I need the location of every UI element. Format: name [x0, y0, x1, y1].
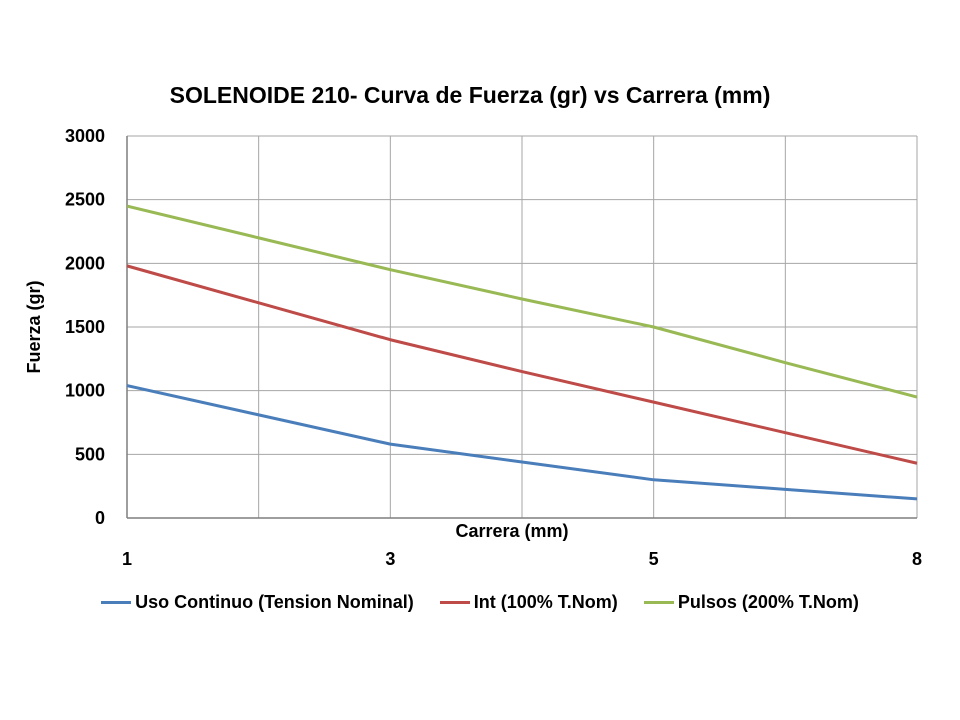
chart-title: SOLENOIDE 210- Curva de Fuerza (gr) vs C…: [169, 82, 771, 108]
legend-label: Pulsos (200% T.Nom): [677, 592, 859, 612]
y-axis-ticks: 0 500 1000 1500 2000 2500 3000: [65, 126, 105, 528]
x-tick-label: 3: [385, 549, 395, 569]
x-tick-label: 1: [122, 549, 132, 569]
legend-swatch: [439, 601, 470, 604]
legend-label: Int (100% T.Nom): [473, 592, 618, 612]
series-line-0: [126, 384, 918, 501]
legend-item: Uso Continuo (Tension Nominal): [101, 592, 414, 613]
legend-swatch: [643, 601, 674, 604]
legend-item: Int (100% T.Nom): [439, 592, 618, 613]
legend: Uso Continuo (Tension Nominal) Int (100% …: [0, 592, 960, 613]
y-tick-label: 1000: [65, 381, 105, 401]
legend-label: Uso Continuo (Tension Nominal): [135, 592, 414, 612]
grid-lines: [126, 135, 918, 519]
y-tick-label: 1500: [65, 317, 105, 337]
y-tick-label: 2500: [65, 190, 105, 210]
series-lines: [126, 204, 918, 501]
y-tick-label: 500: [75, 444, 105, 464]
series-line-1: [126, 264, 918, 465]
x-axis-title: Carrera (mm): [455, 521, 568, 541]
y-axis-title: Fuerza (gr): [24, 280, 44, 373]
y-tick-label: 0: [95, 508, 105, 528]
x-tick-label: 5: [649, 549, 659, 569]
series-line-2: [126, 204, 918, 399]
x-axis-ticks: 1 3 5 8: [122, 549, 922, 569]
y-tick-label: 2000: [65, 253, 105, 273]
x-tick-label: 8: [912, 549, 922, 569]
legend-swatch: [101, 601, 132, 604]
legend-item: Pulsos (200% T.Nom): [643, 592, 859, 613]
y-tick-label: 3000: [65, 126, 105, 146]
